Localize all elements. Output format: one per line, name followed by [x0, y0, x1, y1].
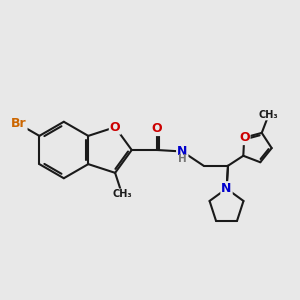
Text: N: N: [221, 182, 232, 195]
Text: Br: Br: [11, 118, 27, 130]
Text: O: O: [110, 121, 120, 134]
Text: O: O: [239, 131, 250, 144]
Text: CH₃: CH₃: [259, 110, 278, 120]
Text: CH₃: CH₃: [112, 189, 132, 199]
Text: O: O: [152, 122, 162, 135]
Text: H: H: [178, 154, 187, 164]
Text: N: N: [177, 145, 188, 158]
